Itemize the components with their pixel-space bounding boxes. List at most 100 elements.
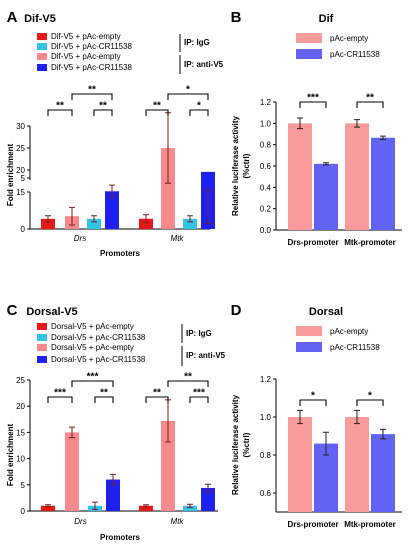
error-bar-d-1-0: [354, 409, 360, 425]
bar-c-1-1: [161, 420, 175, 511]
sig-c-3-bracket: [145, 396, 169, 403]
error-bar-a-1-3: [205, 189, 211, 225]
sig-b-0-bracket: [299, 101, 327, 108]
legend-swatch-c-0: [37, 323, 47, 330]
legend-label-d-0: pAc-empty: [330, 327, 368, 336]
bar-c-0-0: [41, 505, 55, 511]
panel-letter-a: A: [7, 9, 18, 26]
legend-swatch-b-1: [296, 49, 322, 59]
legend-label-c-2: Dorsal-V5 + pAc-empty: [51, 343, 134, 352]
y-tick-label-d-0: 0.6: [260, 489, 272, 498]
y-tick-label-b-0: 0.0: [260, 226, 272, 235]
x-tick-label-a-0: Drs: [74, 234, 86, 243]
sig-d-1-label: *: [368, 391, 372, 402]
panel-a-title: Dif-V5: [24, 13, 56, 25]
error-bar-d-0-0: [297, 409, 303, 425]
error-bar-c-0-0: [45, 504, 51, 508]
panel-d-title: Dorsal: [309, 306, 343, 318]
sig-c-2-bracket: [71, 380, 114, 387]
bar-c-1-0: [139, 505, 153, 511]
sig-a-1-label: **: [99, 101, 107, 112]
sig-c-5-label: **: [184, 372, 192, 383]
legend-label-d-1: pAc-CR11538: [330, 343, 380, 352]
sig-c-2-label: ***: [87, 372, 99, 383]
sig-c-3-label: **: [153, 388, 161, 399]
bar-c-0-3: [106, 479, 120, 511]
legend-swatch-c-2: [37, 344, 47, 351]
sig-a-3-label: **: [153, 101, 161, 112]
sig-a-2-bracket: [71, 93, 113, 100]
sig-a-3-bracket: [145, 109, 169, 116]
legend-label-a-0: Dif-V5 + pAc-empty: [51, 32, 121, 41]
error-bar-a-0-3: [109, 184, 115, 198]
panel-c-title: Dorsal-V5: [26, 306, 77, 318]
error-bar-c-0-3: [110, 473, 116, 486]
bar-c-0-1: [65, 432, 79, 511]
bar-b-1-1: [371, 137, 395, 230]
y-axis-label-b: Relative luciferase activity: [231, 115, 240, 216]
error-bar-c-1-2: [187, 503, 193, 508]
sig-c-1-label: **: [100, 388, 108, 399]
legend-group-a-0: IP: IgG: [184, 38, 210, 47]
sig-a-0-bracket: [47, 109, 73, 116]
error-bar-a-0-0: [45, 215, 51, 223]
y-tick-label-a-upper-0: 15: [16, 188, 25, 197]
error-bar-a-1-0: [143, 214, 149, 224]
y-tick-label-b-2: 0.4: [260, 183, 272, 192]
x-tick-label-a-1: Mtk: [171, 234, 185, 243]
legend-label-b-1: pAc-CR11538: [330, 50, 380, 59]
error-bar-b-0-1: [323, 162, 329, 166]
error-bar-d-0-1: [323, 431, 329, 456]
legend-swatch-b-0: [296, 33, 322, 43]
sig-c-0-bracket: [47, 396, 73, 403]
bar-d-1-0: [345, 417, 369, 512]
sig-c-4-bracket: [189, 396, 209, 403]
panel-letter-d: D: [231, 302, 242, 319]
legend-swatch-d-0: [296, 326, 322, 336]
panel-b-title: Dif: [319, 13, 334, 25]
y-tick-label-c-2: 10: [16, 455, 25, 464]
bar-a-0-0: [41, 218, 55, 229]
legend-swatch-a-2: [37, 53, 47, 60]
sig-b-1-label: **: [366, 93, 374, 104]
error-bar-b-0-0: [297, 117, 303, 130]
legend-swatch-a-0: [37, 33, 47, 40]
y-axis-label-d: Relative luciferase activity: [231, 394, 240, 495]
y-axis-label-b-unit: (%ctrl): [242, 153, 251, 178]
error-bar-a-0-2: [91, 215, 97, 223]
sig-c-5-bracket: [167, 380, 209, 387]
x-axis-label-a: Promoters: [100, 249, 141, 258]
y-tick-label-c-3: 15: [16, 428, 25, 437]
x-axis-label-c: Promoters: [100, 533, 141, 542]
x-tick-label-b-0: Drs-promoter: [287, 238, 338, 247]
y-tick-label-d-3: 1.2: [260, 375, 272, 384]
y-tick-label-b-4: 0.8: [260, 141, 272, 150]
sig-a-5-label: *: [186, 85, 190, 96]
y-axis-label-c: Fold enrichment: [6, 424, 15, 487]
sig-a-4-bracket: [189, 109, 209, 116]
bar-a-0-3: [105, 191, 119, 229]
error-bar-a-1-2: [187, 215, 193, 223]
sig-c-1-bracket: [94, 396, 114, 403]
bar-c-1-3: [201, 487, 215, 511]
y-tick-label-a-upper-1: 20: [16, 166, 25, 175]
legend-label-c-3: Dorsal-V5 + pAc-CR11538: [51, 355, 146, 364]
legend-group-c-1: IP: anti-V5: [186, 351, 226, 360]
y-tick-label-c-5: 25: [16, 376, 25, 385]
x-tick-label-d-0: Drs-promoter: [287, 520, 338, 529]
sig-d-1-bracket: [356, 399, 384, 406]
bar-d-1-1: [371, 434, 395, 512]
legend-label-a-1: Dif-V5 + pAc-CR11538: [51, 42, 133, 51]
y-tick-label-c-1: 5: [21, 481, 26, 490]
y-tick-label-a-lower-0: 0: [21, 225, 26, 234]
y-tick-label-b-1: 0.2: [260, 205, 272, 214]
y-tick-label-a-upper-3: 30: [16, 122, 25, 131]
y-tick-label-c-4: 20: [16, 402, 25, 411]
sig-d-0-bracket: [299, 399, 327, 406]
error-bar-d-1-1: [380, 428, 386, 440]
legend-swatch-a-3: [37, 64, 47, 71]
sig-c-0-label: ***: [54, 388, 66, 399]
y-tick-label-b-3: 0.6: [260, 162, 272, 171]
error-bar-b-1-0: [354, 119, 360, 128]
legend-swatch-a-1: [37, 43, 47, 50]
